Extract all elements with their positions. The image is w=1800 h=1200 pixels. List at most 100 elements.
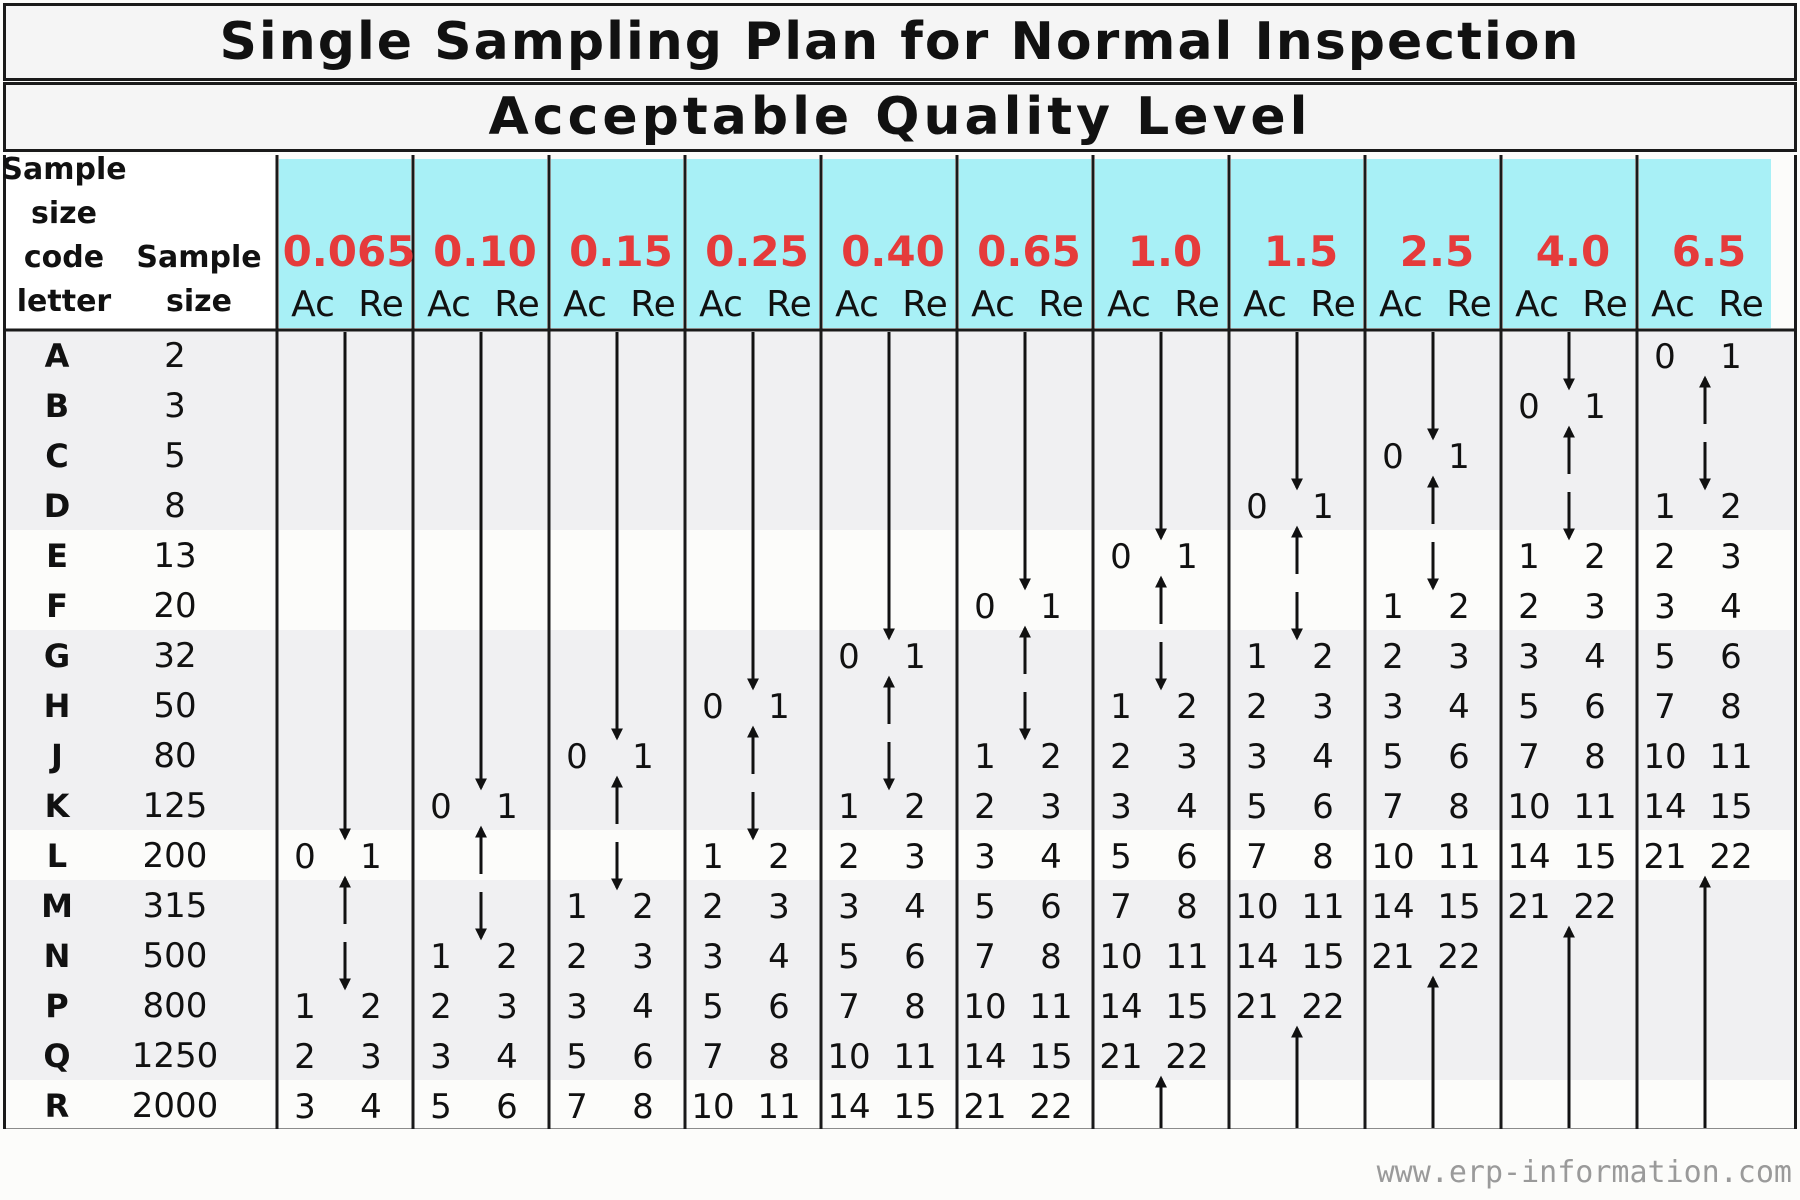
ac-value: 7 <box>1110 887 1132 927</box>
ac-value: 0 <box>430 787 452 827</box>
ac-value: 2 <box>566 937 588 977</box>
code-letter: N <box>43 937 71 975</box>
code-letter: K <box>44 787 70 825</box>
re-value: 6 <box>1448 737 1470 777</box>
aql-level-label: 0.10 <box>433 227 537 276</box>
re-label: Re <box>630 284 676 325</box>
re-value: 22 <box>1165 1037 1209 1077</box>
row-band <box>3 730 1797 780</box>
re-value: 3 <box>1584 587 1606 627</box>
re-value: 6 <box>1720 637 1742 677</box>
ac-value: 0 <box>1246 487 1268 527</box>
re-value: 3 <box>632 937 654 977</box>
ac-value: 1 <box>702 837 724 877</box>
ac-value: 1 <box>566 887 588 927</box>
ac-value: 5 <box>430 1087 452 1127</box>
code-letter: P <box>45 987 69 1025</box>
re-value: 6 <box>1312 787 1334 827</box>
ac-label: Ac <box>971 284 1015 325</box>
re-label: Re <box>1038 284 1084 325</box>
re-value: 2 <box>1584 537 1606 577</box>
ac-value: 7 <box>1382 787 1404 827</box>
aql-level-label: 6.5 <box>1671 227 1747 276</box>
ac-value: 14 <box>1507 837 1551 877</box>
ac-value: 0 <box>566 737 588 777</box>
code-letter-header-line: code <box>23 240 105 275</box>
ac-value: 5 <box>702 987 724 1027</box>
re-value: 4 <box>1312 737 1334 777</box>
code-letter: G <box>43 637 71 675</box>
code-letter: R <box>44 1087 70 1125</box>
re-value: 2 <box>768 837 790 877</box>
re-value: 8 <box>1720 687 1742 727</box>
ac-value: 1 <box>1654 487 1676 527</box>
row-band <box>3 480 1797 530</box>
ac-value: 10 <box>1371 837 1415 877</box>
row-band <box>3 930 1797 980</box>
sample-size-header-line: Sample <box>136 240 262 275</box>
ac-value: 7 <box>1246 837 1268 877</box>
re-label: Re <box>1718 284 1764 325</box>
sample-size-value: 50 <box>153 686 197 726</box>
re-value: 4 <box>1040 837 1062 877</box>
ac-value: 10 <box>1643 737 1687 777</box>
ac-value: 14 <box>1643 787 1687 827</box>
aql-header-cell <box>1367 159 1499 328</box>
ac-value: 10 <box>1507 787 1551 827</box>
re-value: 15 <box>1301 937 1345 977</box>
ac-value: 1 <box>294 987 316 1027</box>
ac-label: Ac <box>1515 284 1559 325</box>
code-letter-header-line: Sample <box>1 152 127 187</box>
ac-value: 0 <box>294 837 316 877</box>
re-value: 8 <box>1176 887 1198 927</box>
ac-value: 2 <box>838 837 860 877</box>
re-value: 1 <box>1720 337 1742 377</box>
re-value: 15 <box>1029 1037 1073 1077</box>
re-value: 6 <box>632 1037 654 1077</box>
ac-value: 2 <box>1246 687 1268 727</box>
re-value: 2 <box>1176 687 1198 727</box>
ac-value: 3 <box>1382 687 1404 727</box>
re-value: 3 <box>1720 537 1742 577</box>
aql-header-cell <box>1231 159 1363 328</box>
ac-value: 7 <box>838 987 860 1027</box>
sample-size-value: 125 <box>142 786 208 826</box>
row-band <box>3 680 1797 730</box>
ac-value: 7 <box>1518 737 1540 777</box>
ac-value: 21 <box>1643 837 1687 877</box>
ac-value: 0 <box>1110 537 1132 577</box>
sample-size-value: 800 <box>142 986 208 1026</box>
aql-level-label: 1.5 <box>1263 227 1339 276</box>
ac-value: 7 <box>566 1087 588 1127</box>
re-label: Re <box>1446 284 1492 325</box>
code-letter: J <box>51 737 63 775</box>
row-band <box>3 1080 1797 1129</box>
ac-value: 5 <box>838 937 860 977</box>
re-value: 6 <box>1584 687 1606 727</box>
ac-value: 14 <box>963 1037 1007 1077</box>
aql-header-cell <box>551 159 683 328</box>
sample-size-header-line: size <box>166 284 232 319</box>
re-value: 3 <box>768 887 790 927</box>
sample-size-value: 3 <box>164 386 186 426</box>
ac-value: 21 <box>1507 887 1551 927</box>
ac-value: 10 <box>963 987 1007 1027</box>
ac-value: 1 <box>838 787 860 827</box>
ac-value: 3 <box>566 987 588 1027</box>
re-value: 22 <box>1437 937 1481 977</box>
ac-value: 0 <box>974 587 996 627</box>
ac-value: 0 <box>1654 337 1676 377</box>
re-value: 22 <box>1709 837 1753 877</box>
re-value: 1 <box>904 637 926 677</box>
re-value: 15 <box>1165 987 1209 1027</box>
ac-value: 21 <box>1235 987 1279 1027</box>
re-value: 3 <box>496 987 518 1027</box>
re-value: 3 <box>1312 687 1334 727</box>
ac-value: 5 <box>1382 737 1404 777</box>
ac-value: 2 <box>702 887 724 927</box>
code-letter: Q <box>43 1037 71 1075</box>
sample-size-value: 500 <box>142 936 208 976</box>
ac-value: 2 <box>294 1037 316 1077</box>
code-letter-header-line: letter <box>16 284 112 319</box>
re-value: 11 <box>893 1037 937 1077</box>
